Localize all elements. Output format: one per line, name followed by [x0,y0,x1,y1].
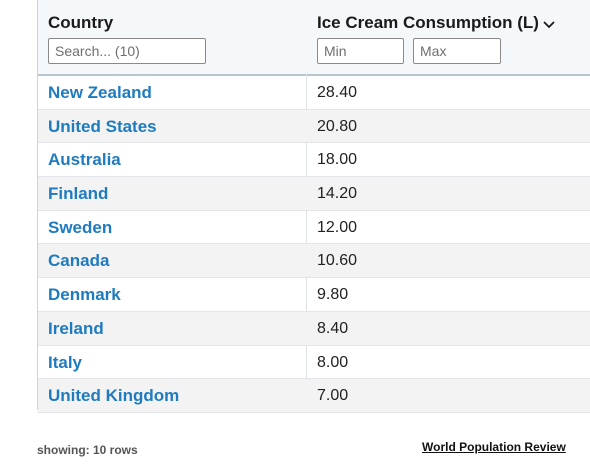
consumption-value: 28.40 [317,84,358,101]
table-row: United Kingdom 7.00 [38,379,590,413]
country-link[interactable]: Finland [48,184,109,204]
consumption-value: 20.80 [317,117,358,135]
data-table: Country Ice Cream Consumption (L) New Ze… [37,0,590,413]
table-row: Australia 18.00 [38,143,590,178]
consumption-value: 9.80 [317,286,349,304]
consumption-max-input[interactable] [413,38,501,64]
column-header-country[interactable]: Country [48,13,114,32]
table-row: Canada 10.60 [38,244,590,279]
country-link[interactable]: Ireland [48,318,104,338]
consumption-value: 12.00 [317,218,358,236]
table-row: Denmark 9.80 [38,278,590,312]
country-link[interactable]: New Zealand [48,83,152,102]
country-link[interactable]: Canada [48,251,110,271]
table-header: Country Ice Cream Consumption (L) [38,0,590,76]
country-search-input[interactable] [48,38,206,64]
column-header-consumption[interactable]: Ice Cream Consumption (L) [317,13,556,33]
table-row: United States 20.80 [38,109,590,144]
table-row: Italy 8.00 [38,346,590,380]
consumption-value: 18.00 [317,151,358,169]
country-link[interactable]: United States [48,116,157,136]
table-row: Sweden 12.00 [38,211,590,245]
source-link[interactable]: World Population Review [422,440,566,454]
country-link[interactable]: United Kingdom [48,386,180,406]
chevron-down-icon[interactable] [542,19,556,29]
consumption-min-input[interactable] [317,38,404,64]
consumption-value: 8.40 [317,319,349,337]
country-link[interactable]: Sweden [48,217,113,237]
row-count-label: showing: 10 rows [37,443,138,457]
table-row: New Zealand 28.40 [38,76,590,110]
country-link[interactable]: Italy [48,352,83,372]
table-body: New Zealand 28.40 United States 20.80 Au… [38,76,590,413]
table-row: Finland 14.20 [38,177,590,211]
table-row: Ireland 8.40 [38,311,590,346]
country-link[interactable]: Denmark [48,285,121,305]
country-link[interactable]: Australia [48,150,121,170]
column-header-consumption-label: Ice Cream Consumption (L) [317,13,539,32]
consumption-value: 10.60 [317,252,358,270]
column-divider [306,74,307,410]
consumption-value: 8.00 [317,353,349,371]
consumption-value: 7.00 [317,387,349,405]
consumption-value: 14.20 [317,185,358,203]
